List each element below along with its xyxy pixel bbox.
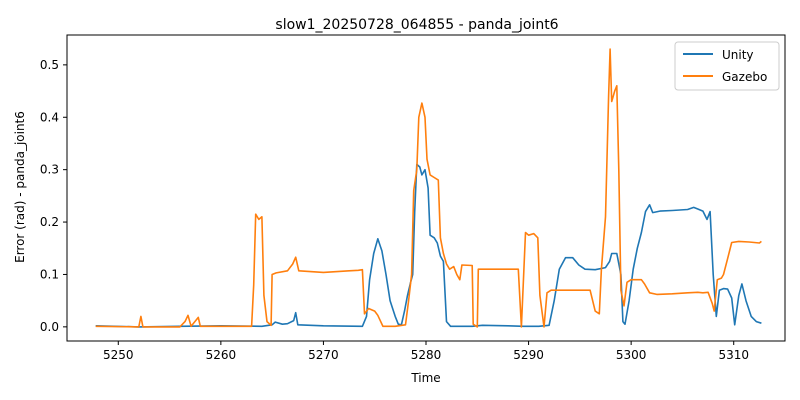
y-tick-label: 0.5 xyxy=(40,58,59,72)
x-axis-label: Time xyxy=(410,371,440,385)
plot-area: 5250 5260 5270 5280 5290 5300 5310 0.0 0.1 0.2 0.3… xyxy=(40,34,786,362)
x-tick-label: 5250 xyxy=(103,348,134,362)
x-tick-label: 5280 xyxy=(411,348,442,362)
x-tick-label: 5310 xyxy=(718,348,749,362)
y-tick-label: 0.0 xyxy=(40,320,59,334)
legend: Unity Gazebo xyxy=(674,41,780,91)
x-tick-label: 5300 xyxy=(616,348,647,362)
series-line-unity xyxy=(95,163,762,328)
chart-title: slow1_20250728_064855 - panda_joint6 xyxy=(275,17,558,33)
legend-label-gazebo: Gazebo xyxy=(722,70,767,84)
y-tick-label: 0.4 xyxy=(40,110,59,124)
series-line-gazebo xyxy=(95,48,762,328)
x-tick-label: 5290 xyxy=(513,348,544,362)
x-tick-label: 5260 xyxy=(206,348,237,362)
y-tick-label: 0.2 xyxy=(40,215,59,229)
y-tick-label: 0.3 xyxy=(40,163,59,177)
y-axis-label: Error (rad) - panda_joint6 xyxy=(13,111,27,263)
legend-label-unity: Unity xyxy=(722,48,754,62)
x-tick-label: 5270 xyxy=(308,348,339,362)
y-tick-label: 0.1 xyxy=(40,267,59,281)
